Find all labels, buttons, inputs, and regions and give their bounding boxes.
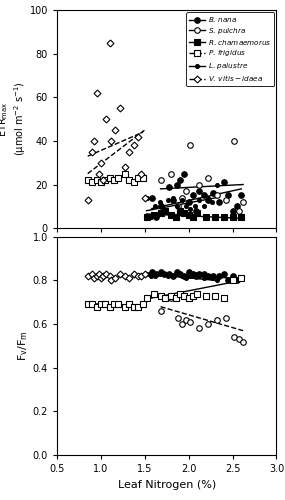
X-axis label: Leaf Nitrogen (%): Leaf Nitrogen (%) xyxy=(118,480,216,490)
Y-axis label: ETR$_{\mathregular{max}}$
($\mathregular{\mu}$mol m$^{\mathregular{-2}}$ s$^{\ma: ETR$_{\mathregular{max}}$ ($\mathregular… xyxy=(0,82,28,156)
Y-axis label: F$_{\mathregular{v}}$/F$_{\mathregular{m}}$: F$_{\mathregular{v}}$/F$_{\mathregular{m… xyxy=(16,330,30,362)
Legend: $\it{B.\/nana}$, $\it{S.\/pulchra}$, $\it{R.\/chamaemorus}$, $\it{P.\/frigidus}$: $\it{B.\/nana}$, $\it{S.\/pulchra}$, $\i… xyxy=(186,12,274,86)
